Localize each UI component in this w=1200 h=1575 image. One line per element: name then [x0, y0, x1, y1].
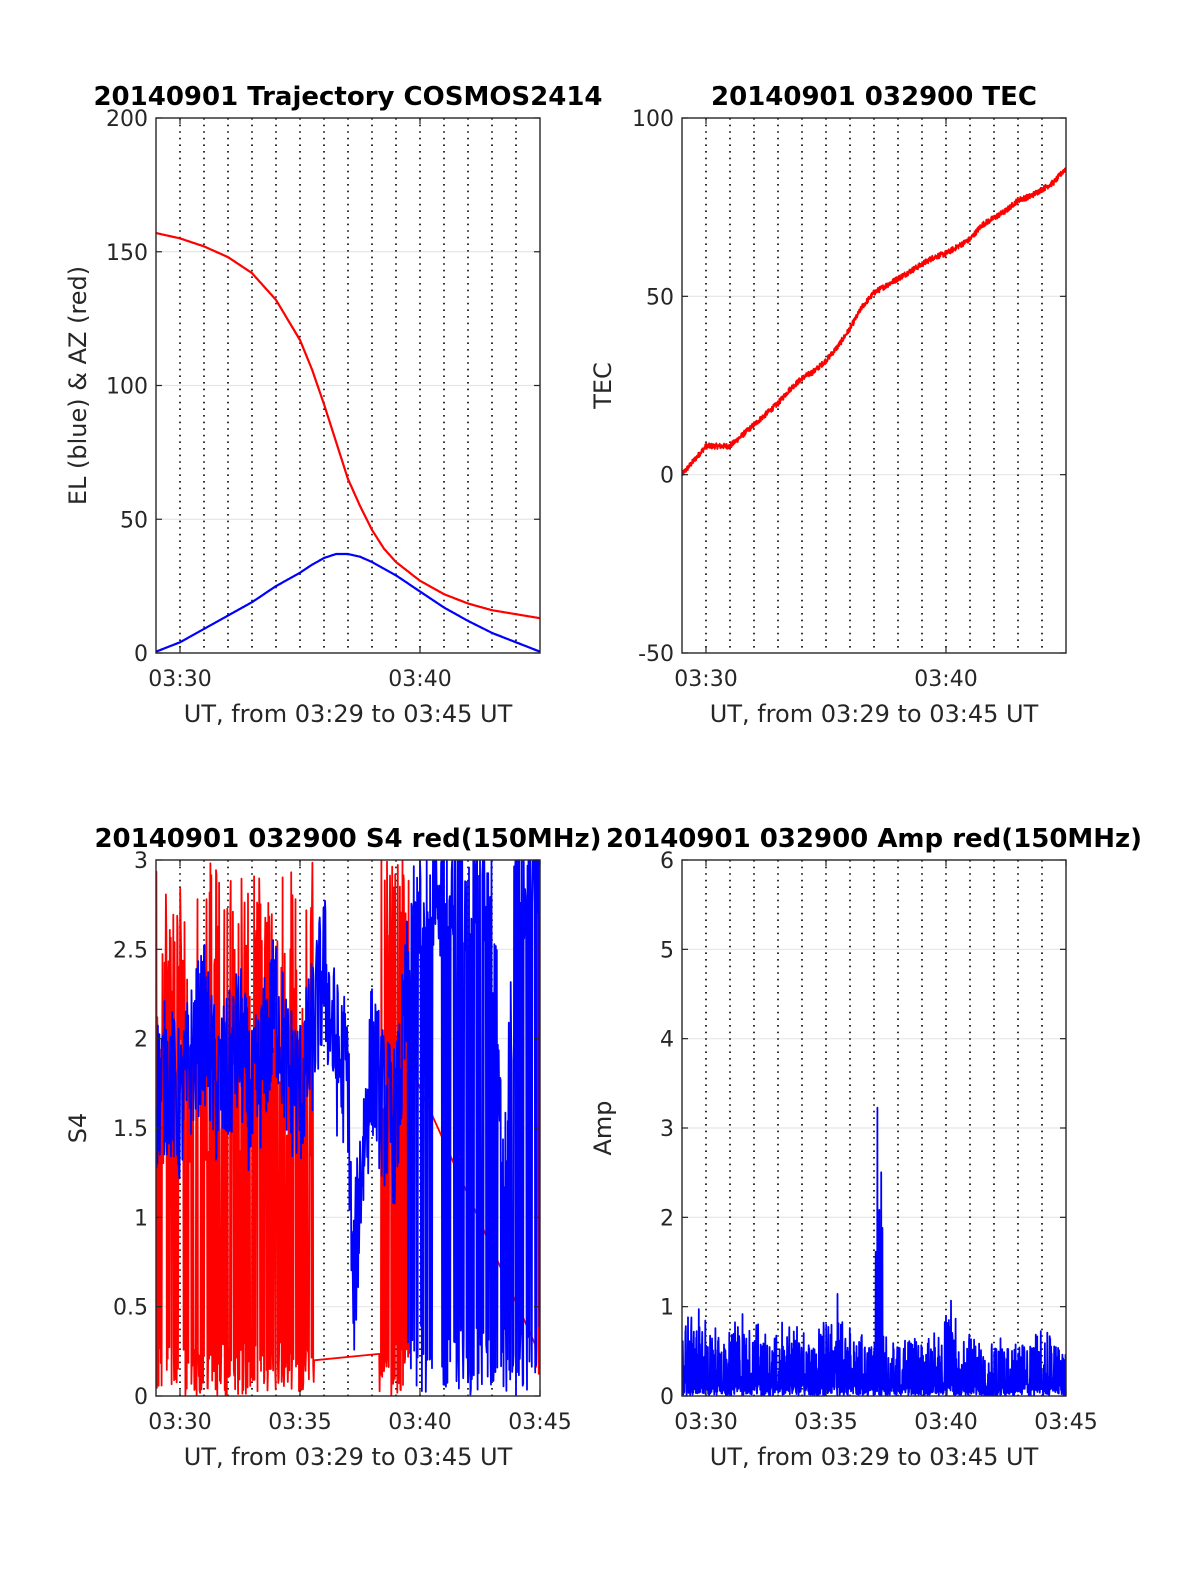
y-tick-label: 200	[106, 107, 148, 132]
x-tick-label: 03:40	[388, 667, 451, 692]
plot-area	[156, 860, 540, 1396]
series-line	[156, 860, 540, 1396]
series-line	[156, 552, 540, 653]
x-tick-label: 03:35	[268, 1410, 331, 1435]
x-tick-label: 03:40	[914, 667, 977, 692]
y-tick-label: 6	[660, 849, 674, 874]
x-tick-label: 03:40	[388, 1410, 451, 1435]
x-axis-label: UT, from 03:29 to 03:45 UT	[184, 1443, 513, 1471]
x-tick-label: 03:30	[148, 1410, 211, 1435]
x-axis-label: UT, from 03:29 to 03:45 UT	[710, 700, 1039, 728]
y-axis-label: S4	[64, 1113, 92, 1144]
series-line	[156, 231, 540, 620]
x-axis-label: UT, from 03:29 to 03:45 UT	[710, 1443, 1039, 1471]
axes-box	[681, 117, 1067, 654]
series-line	[156, 860, 540, 1396]
chart-title: 20140901 Trajectory COSMOS2414	[93, 82, 602, 112]
x-tick-label: 03:35	[794, 1410, 857, 1435]
y-tick-label: 1.5	[113, 1117, 148, 1142]
y-tick-label: 0	[134, 1385, 148, 1410]
y-tick-label: 5	[660, 938, 674, 963]
chart-amp: 0 1 2 3 4 5 6 03:30 03:35 03:40 03:45 20140901 0329…	[589, 824, 1142, 1471]
x-tick-label: 03:40	[914, 1410, 977, 1435]
chart-trajectory: 0 50 100 150 200 03:30 03:40 20140901 Trajector…	[64, 82, 603, 728]
y-axis-label: EL (blue) & AZ (red)	[64, 266, 92, 505]
y-tick-label: 50	[646, 285, 674, 310]
y-tick-label: 0	[134, 642, 148, 667]
y-tick-label: 4	[660, 1028, 674, 1053]
x-tick-label: 03:45	[508, 1410, 571, 1435]
y-tick-label: 100	[632, 107, 674, 132]
y-tick-label: 2.5	[113, 938, 148, 963]
y-tick-label: 3	[660, 1117, 674, 1142]
y-tick-label: 2	[134, 1028, 148, 1053]
plot-area	[156, 231, 540, 653]
chart-title: 20140901 032900 TEC	[711, 82, 1037, 112]
series-line	[682, 1106, 1066, 1396]
plot-area	[682, 167, 1066, 477]
x-tick-label: 03:30	[674, 1410, 737, 1435]
y-tick-label: 0	[660, 464, 674, 489]
x-tick-label: 03:45	[1034, 1410, 1097, 1435]
y-axis-label: TEC	[589, 362, 617, 410]
y-tick-label: 50	[120, 508, 148, 533]
y-tick-label: 2	[660, 1206, 674, 1231]
series-line	[682, 167, 1066, 477]
y-tick-label: 0	[660, 1385, 674, 1410]
x-axis-label: UT, from 03:29 to 03:45 UT	[184, 700, 513, 728]
chart-title: 20140901 032900 S4 red(150MHz)	[94, 824, 601, 854]
y-tick-label: 3	[134, 849, 148, 874]
x-tick-label: 03:30	[674, 667, 737, 692]
y-tick-label: 100	[106, 375, 148, 400]
chart-s4: 0 0.5 1 1.5 2 2.5 3 03:30 03:35 03:40 03:45 2014090…	[64, 824, 602, 1471]
y-axis-label: Amp	[589, 1100, 617, 1155]
chart-title: 20140901 032900 Amp red(150MHz)	[606, 824, 1142, 854]
plot-area	[682, 1106, 1066, 1396]
y-tick-label: 150	[106, 241, 148, 266]
y-tick-label: 0.5	[113, 1296, 148, 1321]
x-tick-label: 03:30	[148, 667, 211, 692]
y-tick-label: 1	[660, 1296, 674, 1321]
chart-tec: -50 0 50 100 03:30 03:40 20140901 032900 TEC UT…	[589, 82, 1067, 728]
y-tick-label: 1	[134, 1206, 148, 1231]
y-tick-label: -50	[638, 642, 674, 667]
